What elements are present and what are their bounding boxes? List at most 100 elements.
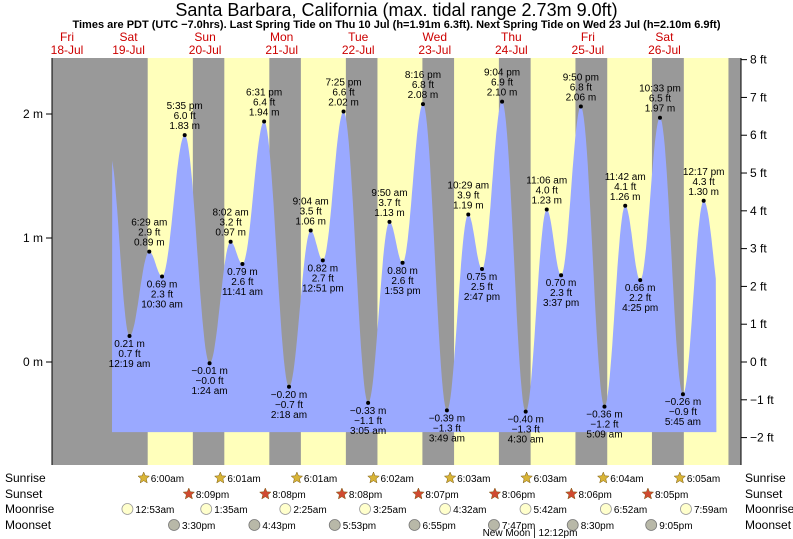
- right-axis-tick-label: 4 ft: [750, 204, 767, 218]
- tide-point: [147, 249, 152, 254]
- sunset-time: 8:09pm: [196, 490, 229, 501]
- tide-label: 3:37 pm: [543, 298, 579, 309]
- tide-label: 5:35 pm: [167, 101, 203, 112]
- tide-label: 2:18 am: [271, 410, 307, 421]
- tide-point: [308, 228, 313, 233]
- sunset-time: 8:06pm: [578, 490, 611, 501]
- left-axis-tick-label: 2 m: [23, 107, 43, 121]
- tide-point: [444, 408, 449, 413]
- tide-label: 3.5 ft: [300, 207, 322, 218]
- sunrise-time: 6:04am: [610, 474, 643, 485]
- tide-point: [602, 404, 607, 409]
- tide-label: 10:30 am: [141, 299, 183, 310]
- moonset-time: 8:30pm: [581, 521, 614, 532]
- tide-label: 2.2 ft: [629, 293, 651, 304]
- tide-label: 1.13 m: [374, 208, 405, 219]
- tide-point: [680, 392, 685, 397]
- moonrise-row-label: Moonrise: [5, 502, 55, 516]
- tide-label: 2.7 ft: [312, 273, 334, 284]
- moon-phase-note: New Moon | 12:12pm: [483, 528, 578, 539]
- moonrise-icon: [439, 503, 452, 515]
- sunrise-icon: [290, 471, 304, 484]
- tide-label: −0.01 m: [191, 366, 227, 377]
- date-label: 22-Jul: [342, 43, 375, 57]
- sunrise-icon: [213, 471, 227, 484]
- tide-label: 3.2 ft: [220, 218, 242, 229]
- tide-label: 6.9 ft: [491, 78, 513, 89]
- tide-label: 4.1 ft: [614, 182, 636, 193]
- moonrise-time: 7:59am: [694, 505, 727, 516]
- moonrise-row-label-right: Moonrise: [745, 502, 793, 516]
- tide-label: −1.1 ft: [354, 416, 382, 427]
- tide-label: 1.97 m: [645, 104, 676, 115]
- tide-label: 8:16 pm: [405, 70, 441, 81]
- date-label: 23-Jul: [418, 43, 451, 57]
- moonset-icon: [328, 519, 341, 531]
- tide-point: [182, 133, 187, 138]
- moonrise-time: 3:25am: [373, 505, 406, 516]
- tide-point: [366, 400, 371, 405]
- sunset-icon: [258, 487, 272, 500]
- tide-label: 2.08 m: [408, 90, 439, 101]
- day-of-week-label: Fri: [581, 30, 595, 44]
- sunset-icon: [641, 487, 655, 500]
- tide-label: 11:06 am: [526, 175, 567, 186]
- right-axis-tick-label: −2 ft: [750, 431, 774, 445]
- tide-point: [623, 203, 628, 208]
- moonrise-time: 6:52am: [614, 505, 647, 516]
- date-label: 26-Jul: [648, 43, 681, 57]
- tide-label: −0.7 ft: [275, 400, 303, 411]
- tide-point: [400, 260, 405, 265]
- tide-label: 11:42 am: [605, 172, 646, 183]
- tide-label: 6.8 ft: [412, 80, 434, 91]
- tide-label: −1.2 ft: [590, 420, 618, 431]
- tide-label: 12:51 pm: [302, 283, 344, 294]
- tide-label: 0.69 m: [147, 279, 178, 290]
- day-of-week-label: Fri: [60, 30, 74, 44]
- tide-label: 2.5 ft: [471, 282, 493, 293]
- tide-label: 6.6 ft: [332, 88, 354, 99]
- tide-label: −1.3 ft: [512, 425, 540, 436]
- tide-point: [262, 119, 267, 124]
- tide-point: [559, 273, 564, 278]
- sunrise-time: 6:02am: [380, 474, 413, 485]
- tide-label: 0.82 m: [308, 263, 339, 274]
- tide-label: 11:41 am: [222, 287, 263, 298]
- tide-label: 2.02 m: [328, 98, 359, 109]
- sunrise-icon: [673, 471, 687, 484]
- tide-label: 1.26 m: [610, 192, 641, 203]
- moonset-icon: [168, 519, 180, 531]
- right-axis-tick-label: 2 ft: [750, 279, 767, 293]
- moonrise-time: 2:25am: [293, 505, 326, 516]
- sunrise-time: 6:03am: [457, 474, 490, 485]
- tide-label: 1:53 pm: [384, 286, 420, 297]
- sunset-row-label-right: Sunset: [745, 487, 783, 501]
- right-axis-tick-label: 6 ft: [750, 128, 767, 142]
- moonrise-icon: [200, 503, 213, 515]
- tide-point: [479, 267, 484, 271]
- chart-title: Santa Barbara, California (max. tidal ra…: [175, 0, 618, 20]
- moonrise-time: 4:32am: [453, 505, 486, 516]
- right-axis-tick-label: 0 ft: [750, 355, 767, 369]
- tide-label: 12:19 am: [109, 359, 151, 370]
- tide-label: 0.7 ft: [118, 349, 140, 360]
- sunset-icon: [488, 487, 502, 500]
- left-axis-tick-label: 1 m: [23, 231, 43, 245]
- right-axis-tick-label: 8 ft: [750, 53, 767, 67]
- tide-label: 4:30 am: [508, 435, 544, 446]
- tide-label: 9:04 pm: [484, 68, 520, 79]
- moonset-row-label: Moonset: [5, 518, 52, 532]
- right-axis-tick-label: −1 ft: [750, 393, 774, 407]
- date-label: 18-Jul: [51, 43, 84, 57]
- tide-label: −0.33 m: [350, 406, 386, 417]
- moonrise-icon: [359, 503, 371, 515]
- tide-point: [341, 109, 346, 114]
- chart-subtitle: Times are PDT (UTC −7.0hrs). Last Spring…: [72, 19, 721, 31]
- tide-point: [523, 409, 528, 414]
- sunrise-row-label: Sunrise: [5, 471, 46, 485]
- right-axis-tick-label: 1 ft: [750, 317, 767, 331]
- tide-label: 0.66 m: [625, 283, 656, 294]
- moonset-time: 6:55pm: [423, 521, 456, 532]
- tide-point: [320, 258, 325, 263]
- sunset-icon: [565, 487, 578, 500]
